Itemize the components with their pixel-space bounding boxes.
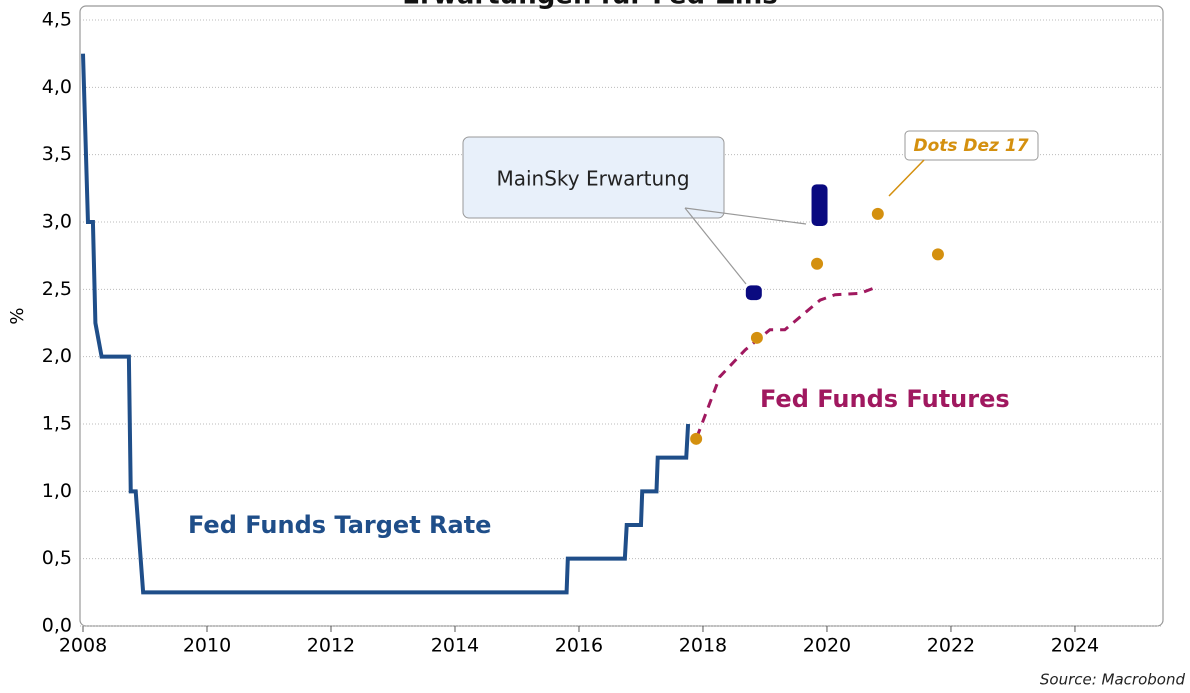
x-tick-label: 2018 (679, 635, 727, 657)
x-tick-label: 2022 (927, 635, 975, 657)
y-tick-label: 1,5 (42, 413, 72, 435)
dot (931, 248, 944, 261)
annotation: Dots Dez 17 (913, 136, 1028, 156)
dot (750, 331, 763, 344)
annotation-box (904, 130, 1039, 161)
line (81, 53, 691, 595)
annotation-box (462, 136, 725, 219)
y-tick-label: 3,5 (42, 143, 72, 165)
dot (871, 207, 884, 220)
line (695, 285, 879, 438)
y-tick-label: 3,0 (42, 211, 72, 233)
dot (811, 257, 824, 270)
source: Source: Macrobond (1040, 671, 1186, 689)
range-bar (745, 285, 762, 301)
y-axis-label: % (7, 307, 28, 324)
x-tick-label: 2024 (1051, 635, 1099, 657)
x-tick-label: 2014 (431, 635, 479, 657)
plot: 0,0 0,5 1,0 1,5 2,0 2,5 3,0 3,5 4,0 4,5 2008 2010 20… (42, 9, 1163, 657)
range-bar (811, 184, 828, 226)
x-tick-label: 2008 (59, 635, 107, 657)
y-tick-label: 4,5 (42, 9, 72, 31)
y-tick-label: 0,5 (42, 547, 72, 569)
x-tick-label: 2016 (555, 635, 603, 657)
dot (690, 432, 703, 445)
arrow (888, 159, 925, 197)
annotation: MainSky Erwartung (496, 167, 689, 191)
series-label: Fed Funds Futures (760, 385, 1010, 413)
y-tick-label: 4,0 (42, 76, 72, 98)
series-label: Fed Funds Target Rate (188, 511, 491, 539)
arrow (684, 207, 807, 225)
y-tick-label: 2,5 (42, 278, 72, 300)
x-tick-label: 2010 (183, 635, 231, 657)
plot-frame (79, 5, 1164, 627)
y-tick-label: 1,0 (42, 480, 72, 502)
x-tick-label: 2020 (803, 635, 851, 657)
y-tick-label: 0,0 (42, 615, 72, 637)
x-tick-label: 2012 (307, 635, 355, 657)
chart-title: Erwartungen für Fed-Zins (402, 0, 777, 11)
y-tick-label: 2,0 (42, 345, 72, 367)
arrow (684, 207, 747, 285)
